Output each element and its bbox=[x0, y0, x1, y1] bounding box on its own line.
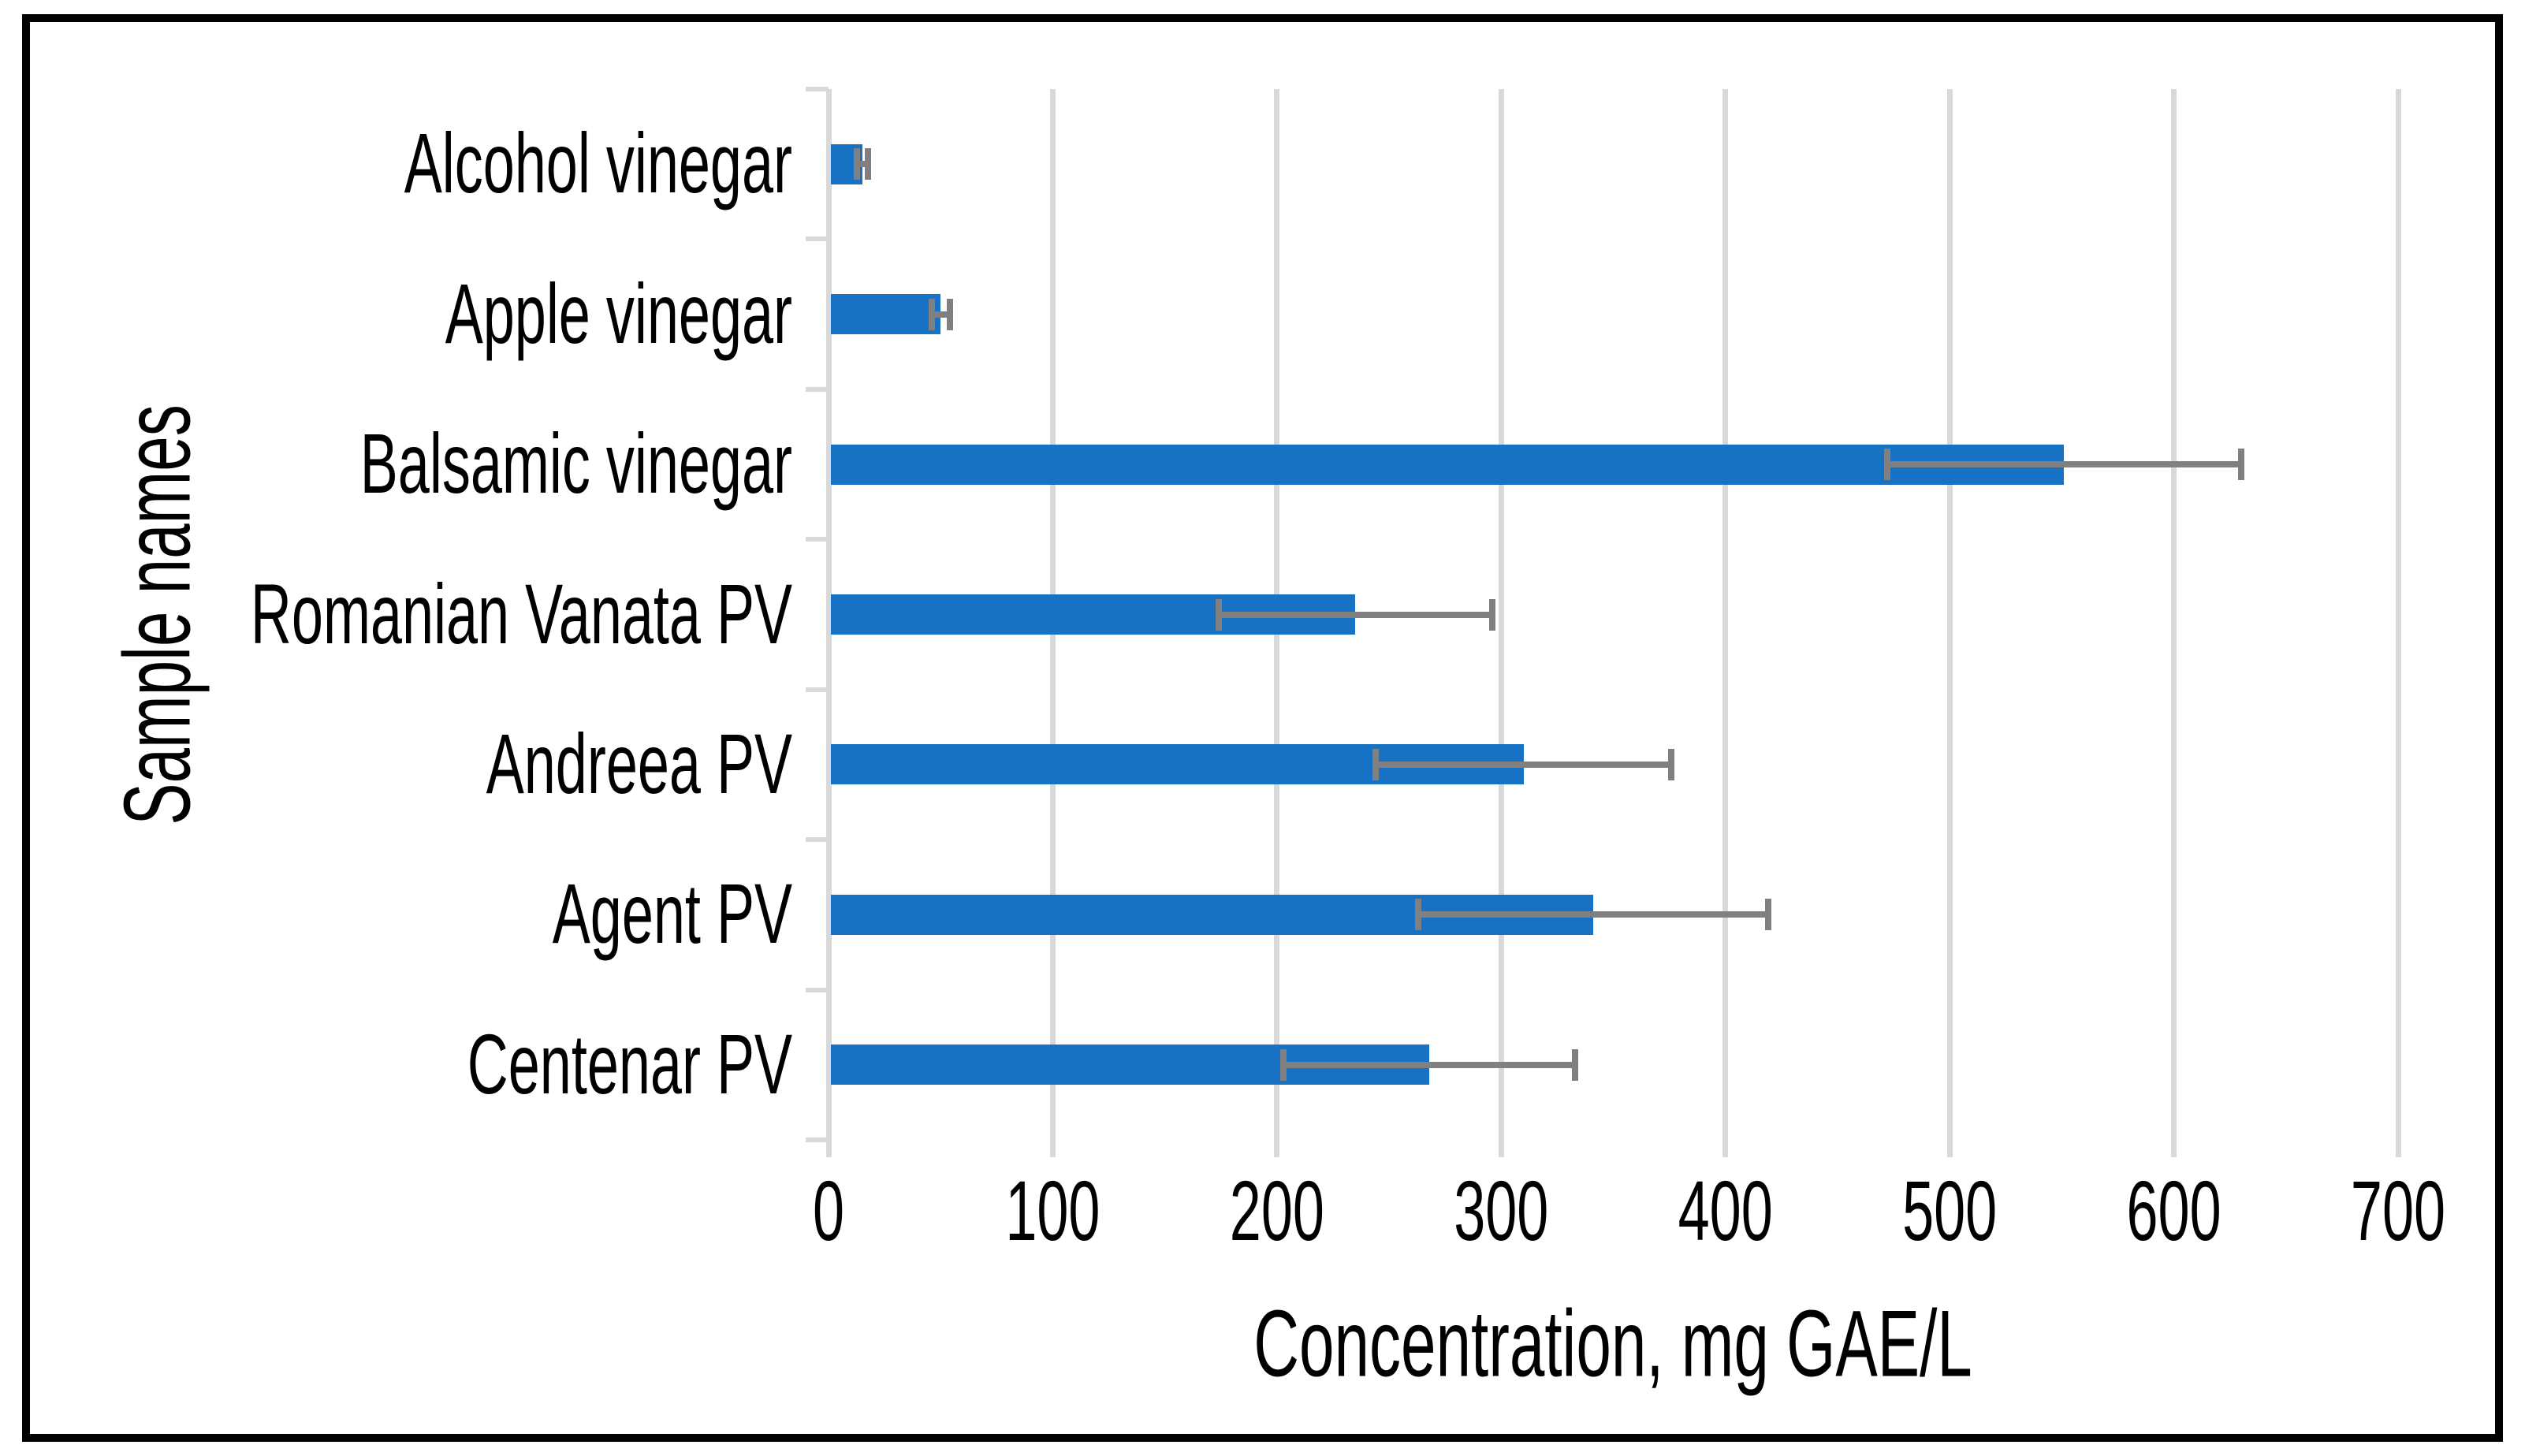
error-bar-cap-right-balsamic-vinegar bbox=[2237, 449, 2244, 481]
error-bar-line-alcohol-vinegar bbox=[856, 161, 868, 168]
error-bar-cap-left-balsamic-vinegar bbox=[1883, 449, 1890, 481]
x-tick-mark-600 bbox=[2171, 1140, 2177, 1157]
x-tick-label-400: 400 bbox=[1678, 1164, 1773, 1259]
category-label-alcohol-vinegar: Alcohol vinegar bbox=[404, 117, 792, 212]
x-tick-label-700: 700 bbox=[2350, 1164, 2446, 1259]
category-label-apple-vinegar: Apple vinegar bbox=[445, 266, 792, 362]
x-tick-mark-400 bbox=[1722, 1140, 1729, 1157]
error-bar-cap-left-andreea-pv bbox=[1372, 748, 1379, 780]
bar-balsamic-vinegar bbox=[831, 444, 2065, 485]
x-tick-mark-700 bbox=[2395, 1140, 2401, 1157]
y-tick-mark-0 bbox=[806, 87, 829, 91]
y-tick-mark-6 bbox=[806, 987, 829, 992]
error-bar-cap-right-apple-vinegar bbox=[946, 298, 953, 330]
error-bar-cap-left-alcohol-vinegar bbox=[853, 148, 860, 181]
error-bar-cap-left-agent-pv bbox=[1415, 899, 1422, 931]
x-tick-label-300: 300 bbox=[1454, 1164, 1549, 1259]
error-bar-line-balsamic-vinegar bbox=[1886, 461, 2241, 468]
chart-border-frame bbox=[22, 14, 2503, 1442]
error-bar-cap-right-romanian-vanata-pv bbox=[1488, 598, 1495, 631]
x-axis-title: Concentration, mg GAE/L bbox=[1253, 1290, 1972, 1397]
error-bar-cap-right-alcohol-vinegar bbox=[864, 148, 871, 181]
x-tick-mark-100 bbox=[1049, 1140, 1056, 1157]
y-tick-mark-1 bbox=[806, 236, 829, 242]
y-tick-mark-5 bbox=[806, 837, 829, 843]
category-label-balsamic-vinegar: Balsamic vinegar bbox=[359, 417, 792, 512]
y-tick-mark-7 bbox=[806, 1138, 829, 1142]
gridline-700 bbox=[2395, 89, 2401, 1140]
x-tick-label-0: 0 bbox=[812, 1164, 845, 1259]
error-bar-line-apple-vinegar bbox=[931, 311, 950, 318]
category-label-romanian-vanata-pv: Romanian Vanata PV bbox=[250, 567, 792, 662]
x-tick-mark-200 bbox=[1274, 1140, 1280, 1157]
y-tick-mark-4 bbox=[806, 687, 829, 692]
x-tick-mark-0 bbox=[825, 1140, 832, 1157]
error-bar-cap-right-andreea-pv bbox=[1668, 748, 1675, 780]
gridline-400 bbox=[1722, 89, 1729, 1140]
error-bar-line-agent-pv bbox=[1418, 911, 1768, 918]
category-label-andreea-pv: Andreea PV bbox=[486, 717, 792, 812]
y-tick-mark-2 bbox=[806, 386, 829, 392]
gridline-300 bbox=[1498, 89, 1504, 1140]
bar-apple-vinegar bbox=[831, 294, 941, 335]
error-bar-cap-right-agent-pv bbox=[1764, 899, 1771, 931]
gridline-500 bbox=[1946, 89, 1953, 1140]
x-tick-label-200: 200 bbox=[1229, 1164, 1324, 1259]
gridline-0 bbox=[825, 89, 832, 1140]
error-bar-cap-left-centenar-pv bbox=[1280, 1048, 1287, 1081]
x-tick-label-100: 100 bbox=[1005, 1164, 1100, 1259]
error-bar-cap-left-apple-vinegar bbox=[928, 298, 935, 330]
error-bar-cap-right-centenar-pv bbox=[1572, 1048, 1579, 1081]
gridline-600 bbox=[2171, 89, 2177, 1140]
y-tick-mark-3 bbox=[806, 537, 829, 542]
y-axis-title: Sample names bbox=[104, 404, 210, 825]
error-bar-line-centenar-pv bbox=[1283, 1061, 1576, 1068]
error-bar-cap-left-romanian-vanata-pv bbox=[1215, 598, 1222, 631]
x-tick-mark-500 bbox=[1946, 1140, 1953, 1157]
x-tick-mark-300 bbox=[1498, 1140, 1504, 1157]
x-tick-label-500: 500 bbox=[1902, 1164, 1998, 1259]
error-bar-line-romanian-vanata-pv bbox=[1218, 611, 1492, 618]
error-bar-line-andreea-pv bbox=[1376, 761, 1672, 768]
category-label-centenar-pv: Centenar PV bbox=[467, 1017, 792, 1112]
x-tick-label-600: 600 bbox=[2126, 1164, 2221, 1259]
category-label-agent-pv: Agent PV bbox=[552, 867, 792, 963]
